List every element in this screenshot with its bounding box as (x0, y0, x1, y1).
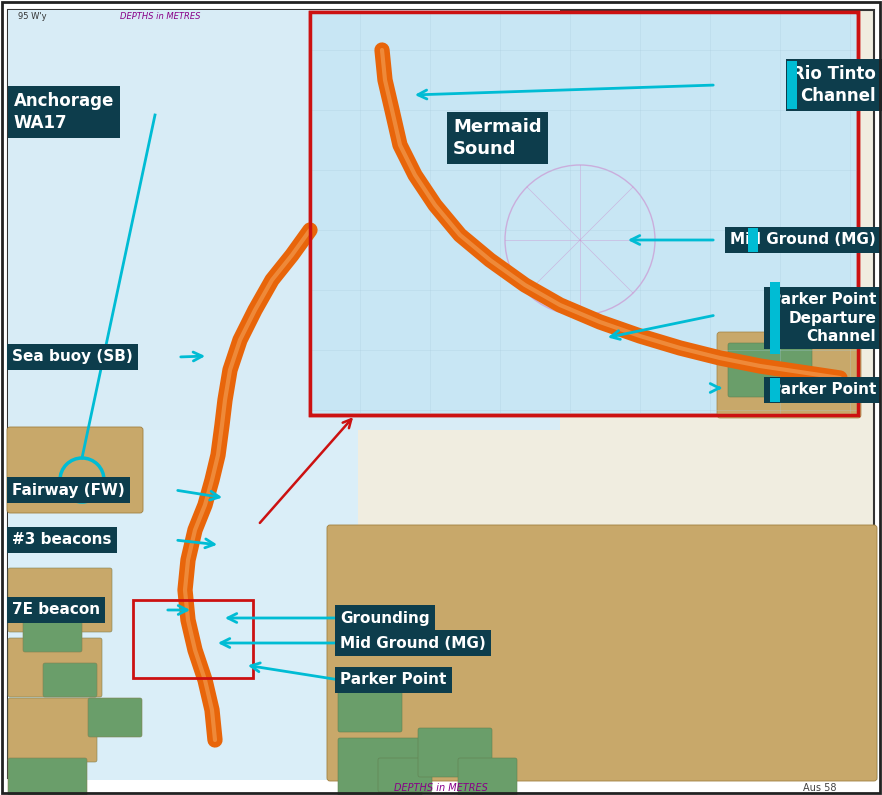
FancyBboxPatch shape (8, 638, 102, 697)
FancyBboxPatch shape (458, 758, 517, 795)
FancyBboxPatch shape (338, 738, 422, 795)
FancyBboxPatch shape (728, 343, 812, 397)
Bar (310, 12, 858, 415)
FancyBboxPatch shape (418, 728, 492, 777)
Text: Grounding: Grounding (340, 611, 430, 626)
Bar (133, 600, 253, 678)
Text: Mid Ground (MG): Mid Ground (MG) (340, 635, 486, 650)
Text: 7E beacon: 7E beacon (12, 603, 101, 618)
Text: Fairway (FW): Fairway (FW) (12, 483, 124, 498)
FancyBboxPatch shape (338, 688, 402, 732)
Text: Rio Tinto
Channel: Rio Tinto Channel (792, 65, 876, 105)
Text: Mermaid
Sound: Mermaid Sound (453, 118, 542, 158)
Bar (8, 10, 560, 430)
Text: Parker Point: Parker Point (770, 382, 876, 398)
FancyBboxPatch shape (43, 663, 97, 697)
FancyBboxPatch shape (7, 427, 143, 513)
Bar (770, 378, 781, 402)
FancyBboxPatch shape (8, 568, 112, 632)
Bar (748, 228, 758, 252)
Bar (770, 282, 781, 354)
FancyBboxPatch shape (717, 332, 861, 418)
FancyBboxPatch shape (23, 608, 82, 652)
Text: Sea buoy (SB): Sea buoy (SB) (12, 350, 133, 364)
Text: #3 beacons: #3 beacons (12, 533, 111, 548)
Bar (8, 430, 358, 580)
Text: DEPTHS in METRES: DEPTHS in METRES (120, 12, 200, 21)
FancyBboxPatch shape (88, 698, 142, 737)
Bar (312, 14, 856, 413)
Text: 95 W'y: 95 W'y (18, 12, 47, 21)
Text: Anchorage
WA17: Anchorage WA17 (14, 92, 115, 132)
Text: Parker Point: Parker Point (340, 673, 446, 688)
FancyBboxPatch shape (378, 758, 432, 792)
FancyBboxPatch shape (8, 758, 87, 795)
Bar (787, 61, 796, 109)
FancyBboxPatch shape (327, 525, 877, 781)
Bar (310, 12, 858, 415)
Text: Parker Point
Departure
Channel: Parker Point Departure Channel (770, 292, 876, 344)
Bar (8, 580, 878, 780)
Text: Mid Ground (MG): Mid Ground (MG) (730, 232, 876, 247)
Text: Aus 58: Aus 58 (804, 783, 837, 793)
FancyBboxPatch shape (8, 698, 97, 762)
Text: DEPTHS in METRES: DEPTHS in METRES (394, 783, 488, 793)
